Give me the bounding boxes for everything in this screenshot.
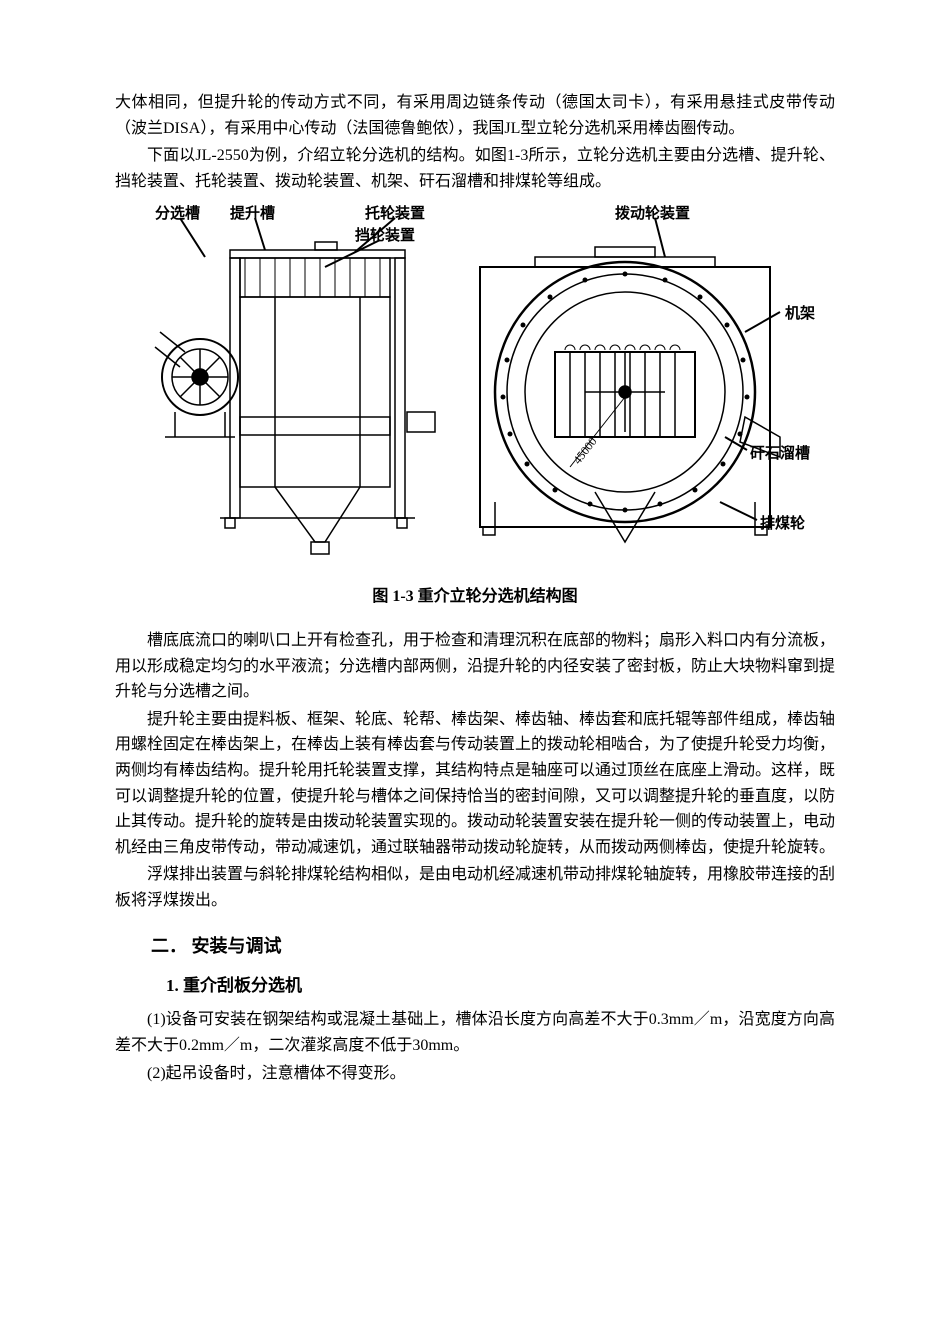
paragraph-1: 大体相同，但提升轮的传动方式不同，有采用周边链条传动（德国太司卡），有采用悬挂式… — [115, 90, 835, 141]
paragraph-4: 提升轮主要由提料板、框架、轮底、轮帮、棒齿架、棒齿轴、棒齿套和底托辊等部件组成，… — [115, 707, 835, 861]
paragraph-5: 浮煤排出装置与斜轮排煤轮结构相似，是由电动机经减速机带动排煤轮轴旋转，用橡胶带连… — [115, 862, 835, 913]
label-fenxuancao: 分选槽 — [155, 202, 200, 226]
label-paimeilun: 排煤轮 — [760, 512, 805, 536]
label-danglunzhuangzhi: 挡轮装置 — [355, 224, 415, 248]
label-tuolunzhuangzhi: 托轮装置 — [365, 202, 425, 226]
figure-1-3: 分选槽 提升槽 托轮装置 挡轮装置 拨动轮装置 机架 矸石溜槽 排煤轮 — [115, 202, 835, 610]
section-heading-2: 二． 安装与调试 — [151, 932, 835, 961]
diagram-container: 分选槽 提升槽 托轮装置 挡轮装置 拨动轮装置 机架 矸石溜槽 排煤轮 — [125, 202, 825, 572]
figure-caption: 图 1-3 重介立轮分选机结构图 — [115, 584, 835, 610]
paragraph-3: 槽底底流口的喇叭口上开有检查孔，用于检查和清理沉积在底部的物料；扇形入料口内有分… — [115, 628, 835, 705]
paragraph-7: (2)起吊设备时，注意槽体不得变形。 — [115, 1061, 835, 1087]
diagram-svg: 45000 — [125, 202, 825, 572]
paragraph-2: 下面以JL-2550为例，介绍立轮分选机的结构。如图1-3所示，立轮分选机主要由… — [115, 143, 835, 194]
label-tishengcao: 提升槽 — [230, 202, 275, 226]
subsection-heading-1: 1. 重介刮板分选机 — [166, 972, 835, 999]
svg-text:45000: 45000 — [570, 435, 600, 467]
label-jijia: 机架 — [785, 302, 815, 326]
label-bodonglunzhuangzhi: 拨动轮装置 — [615, 202, 690, 226]
label-ganshiliucao: 矸石溜槽 — [750, 442, 810, 466]
paragraph-6: (1)设备可安装在钢架结构或混凝土基础上，槽体沿长度方向高差不大于0.3mm／m… — [115, 1007, 835, 1058]
